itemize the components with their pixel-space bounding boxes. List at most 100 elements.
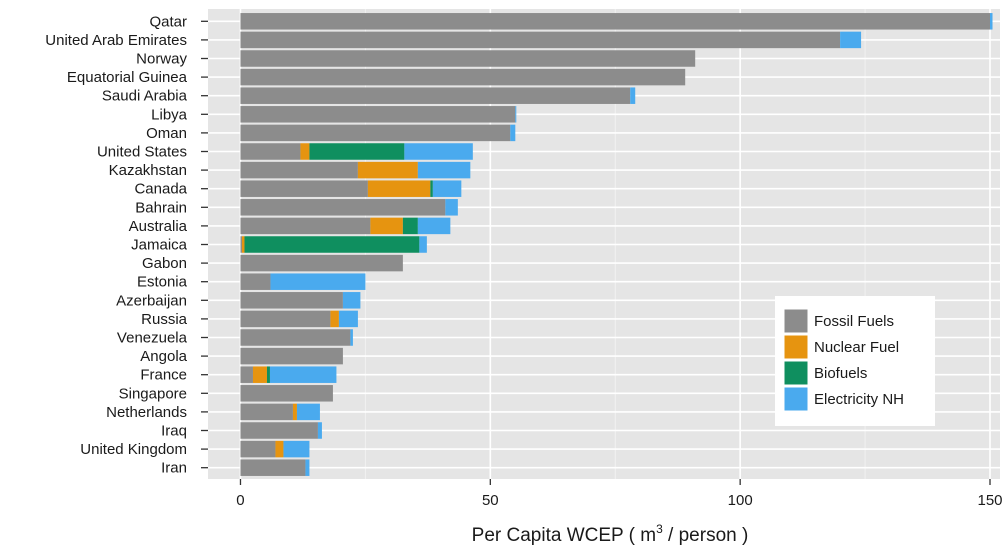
bar-segment (292, 403, 297, 421)
y-tick-label: Angola (140, 348, 187, 365)
bar-segment (317, 422, 322, 439)
y-tick-label: Saudi Arabia (102, 88, 188, 105)
legend-key (783, 334, 809, 360)
y-axis-labels: Qatar United Arab Emirates NorwayEquatoria… (45, 13, 208, 477)
bar-segment (515, 106, 517, 123)
bar-segment (240, 329, 351, 346)
y-tick-label: Gabon (142, 255, 187, 272)
bar-segment (240, 236, 242, 253)
bar-segment (283, 440, 310, 458)
bar-segment (430, 180, 433, 197)
y-tick-label: Singapore (119, 385, 187, 402)
y-tick-label: United Kingdom (80, 441, 187, 458)
bar-segment (432, 180, 462, 197)
bar-segment (990, 13, 993, 30)
y-tick-label: Venezuela (117, 330, 188, 347)
bar-segment (840, 31, 862, 49)
bar-segment (296, 403, 320, 421)
bar-segment (357, 161, 418, 179)
y-tick-label: Azerbaijan (116, 292, 187, 309)
bar-segment (240, 50, 696, 67)
bar-segment (417, 161, 471, 179)
x-axis: 0 50 100 150 (236, 479, 1003, 509)
bar-segment (330, 310, 339, 328)
legend-label: Fossil Fuels (814, 313, 894, 330)
bar-segment (404, 143, 473, 160)
bar-segment (370, 217, 403, 235)
y-tick-label: United States (97, 144, 187, 161)
y-tick-label: Iran (161, 460, 187, 477)
x-tick-label: 100 (728, 492, 753, 509)
bar-segment (309, 143, 405, 160)
y-tick-label: Russia (141, 311, 188, 328)
bar-segment (630, 87, 636, 104)
y-tick-label: Qatar (149, 13, 187, 30)
bar-segment (240, 199, 446, 216)
bar-segment (270, 273, 366, 290)
y-tick-label: Netherlands (106, 404, 187, 421)
y-tick-label: Equatorial Guinea (67, 69, 188, 86)
bar-segment (240, 13, 991, 30)
bar-segment (417, 217, 451, 235)
x-axis-title: Per Capita WCEP ( m3 / person ) (472, 522, 749, 546)
bar-segment (240, 68, 686, 86)
bar-segment (240, 180, 368, 197)
bar-segment (240, 292, 343, 309)
bar-segment (240, 124, 511, 142)
legend-label: Biofuels (814, 365, 867, 382)
legend-key (783, 308, 809, 334)
legend: Fossil Fuels Nuclear Fuel Biofuels Electric… (775, 296, 935, 426)
bar-segment (244, 236, 420, 253)
bar-segment (240, 217, 371, 235)
y-tick-label: Norway (136, 51, 187, 68)
y-tick-label: Iraq (161, 423, 187, 440)
bars (240, 13, 993, 476)
bar-segment (338, 310, 358, 328)
y-tick-label: Jamaica (131, 237, 188, 254)
bar-segment (240, 87, 631, 104)
bar-segment (342, 292, 361, 309)
y-tick-label: Kazakhstan (109, 162, 187, 179)
bar-segment (240, 161, 358, 179)
y-tick-label: Bahrain (135, 199, 187, 216)
y-tick-label: Canada (134, 181, 187, 198)
bar-segment (240, 366, 253, 383)
bar-segment (240, 385, 333, 402)
bar-segment (240, 310, 331, 328)
bar-segment (419, 236, 427, 253)
x-tick-label: 150 (977, 492, 1002, 509)
bar-segment (240, 143, 301, 160)
bar-segment (305, 459, 310, 476)
y-tick-label: Australia (129, 218, 188, 235)
bar-segment (241, 236, 245, 253)
bar-segment (510, 124, 516, 142)
bar-segment (350, 329, 353, 346)
legend-key (783, 360, 809, 386)
bar-segment (240, 440, 276, 458)
bar-segment (240, 31, 841, 49)
legend-key (783, 386, 809, 412)
y-tick-label: France (140, 367, 187, 384)
legend-label: Electricity NH (814, 391, 904, 408)
bar-segment (240, 106, 516, 123)
bar-segment (269, 366, 337, 383)
bar-segment (252, 366, 267, 383)
bar-segment (240, 347, 343, 365)
y-tick-label: Libya (151, 106, 188, 123)
y-tick-label: United Arab Emirates (45, 32, 187, 49)
bar-segment (240, 403, 293, 421)
bar-segment (445, 199, 458, 216)
y-tick-label: Oman (146, 125, 187, 142)
x-tick-label: 0 (236, 492, 244, 509)
bar-segment (275, 440, 284, 458)
bar-segment (240, 273, 271, 290)
bar-segment (300, 143, 310, 160)
bar-segment (367, 180, 431, 197)
legend-label: Nuclear Fuel (814, 339, 899, 356)
bar-segment (266, 366, 270, 383)
bar-segment (240, 422, 318, 439)
bar-segment (402, 217, 418, 235)
y-tick-label: Estonia (137, 274, 188, 291)
bar-segment (240, 254, 403, 272)
